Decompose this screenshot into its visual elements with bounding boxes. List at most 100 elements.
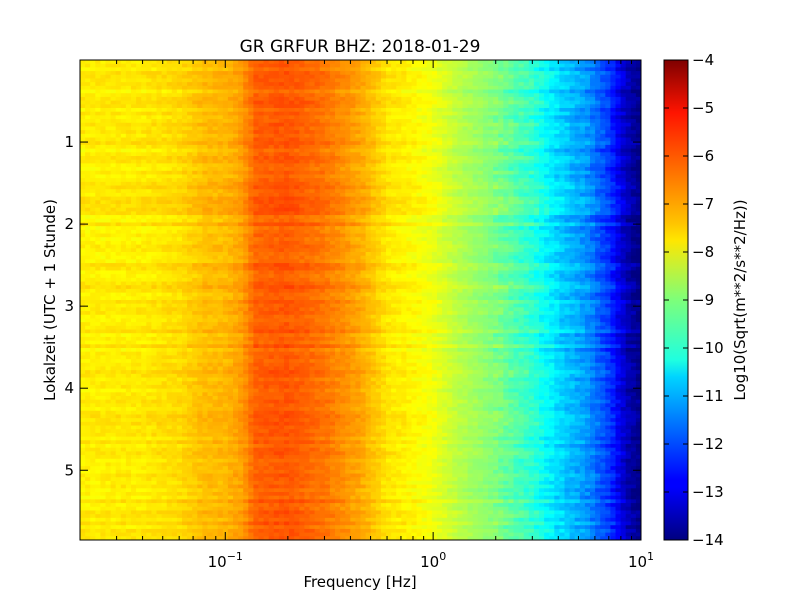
heatmap-cell [569,74,576,80]
heatmap-cell [166,163,173,168]
heatmap-cell [595,126,601,131]
heatmap-cell [182,126,188,131]
heatmap-cell [227,163,234,168]
heatmap-cell [574,71,581,76]
heatmap-cell [472,204,479,209]
heatmap-cell [273,148,280,153]
heatmap-cell [289,104,295,109]
heatmap-cell [396,126,402,131]
heatmap-cell [207,119,214,124]
heatmap-cell [549,189,555,194]
heatmap-cell [437,130,443,135]
heatmap-cell [498,133,504,139]
heatmap-cell [513,159,520,164]
heatmap-cell [574,156,581,161]
heatmap-cell [462,167,469,172]
heatmap-cell [95,60,101,65]
heatmap-cell [238,130,244,135]
heatmap-cell [166,178,173,183]
heatmap-cell [467,207,474,212]
heatmap-cell [151,181,158,187]
heatmap-cell [488,167,494,172]
heatmap-cell [370,144,377,150]
heatmap-cell [523,67,530,72]
heatmap-cell [467,74,474,80]
heatmap-cell [182,174,188,179]
heatmap-cell [217,119,224,124]
heatmap-cell [105,93,112,98]
heatmap-cell [253,167,260,172]
heatmap-cell [539,144,545,150]
heatmap-cell [600,211,606,216]
heatmap-cell [462,159,469,164]
heatmap-cell [615,163,622,168]
heatmap-cell [324,189,331,194]
heatmap-cell [472,85,479,91]
heatmap-cell [416,204,423,209]
heatmap-cell [528,192,535,198]
heatmap-cell [304,192,311,198]
heatmap-cell [294,130,300,135]
heatmap-cell [166,137,173,142]
heatmap-cell [329,126,336,131]
heatmap-cell [268,122,275,128]
heatmap-cell [472,78,479,83]
heatmap-cell [442,133,448,139]
heatmap-cell [584,163,591,168]
heatmap-cell [595,78,601,83]
heatmap-cell [401,74,407,80]
heatmap-cell [171,141,178,146]
heatmap-cell [110,185,117,190]
heatmap-cell [217,167,224,172]
heatmap-cell [605,189,611,194]
heatmap-cell [125,126,132,131]
heatmap-cell [289,85,295,91]
heatmap-cell [233,67,239,72]
heatmap-cell [554,196,560,201]
heatmap-cell [212,174,219,179]
heatmap-cell [544,174,550,179]
heatmap-cell [263,108,270,113]
heatmap-cell [370,170,377,176]
heatmap-cell [370,152,377,157]
heatmap-cell [523,144,530,150]
heatmap-cell [518,196,525,201]
heatmap-cell [294,226,300,231]
heatmap-cell [375,189,382,194]
heatmap-cell [625,163,632,168]
heatmap-cell [294,104,300,109]
heatmap-cell [345,67,351,72]
heatmap-cell [391,163,397,168]
heatmap-cell [100,104,107,109]
heatmap-cell [365,115,372,120]
heatmap-cell [324,185,331,190]
heatmap-cell [503,133,509,139]
heatmap-cell [437,211,443,216]
heatmap-cell [355,200,362,205]
heatmap-cell [146,126,152,131]
heatmap-cell [222,159,229,164]
heatmap-cell [90,192,96,198]
heatmap-cell [564,156,571,161]
heatmap-cell [136,82,142,87]
heatmap-cell [539,163,545,168]
heatmap-cell [493,71,499,76]
heatmap-cell [125,104,132,109]
heatmap-cell [166,226,173,231]
heatmap-cell [442,130,448,135]
heatmap-cell [95,226,101,231]
heatmap-cell [115,108,122,113]
heatmap-cell [299,189,305,194]
heatmap-cell [217,170,224,176]
heatmap-cell [156,215,163,220]
heatmap-cell [554,104,560,109]
heatmap-cell [248,126,254,131]
heatmap-cell [284,215,290,220]
heatmap-cell [579,192,586,198]
heatmap-cell [549,74,555,80]
heatmap-cell [350,100,356,105]
heatmap-cell [120,200,127,205]
heatmap-cell [294,204,300,209]
heatmap-cell [518,167,525,172]
heatmap-cell [401,178,407,183]
